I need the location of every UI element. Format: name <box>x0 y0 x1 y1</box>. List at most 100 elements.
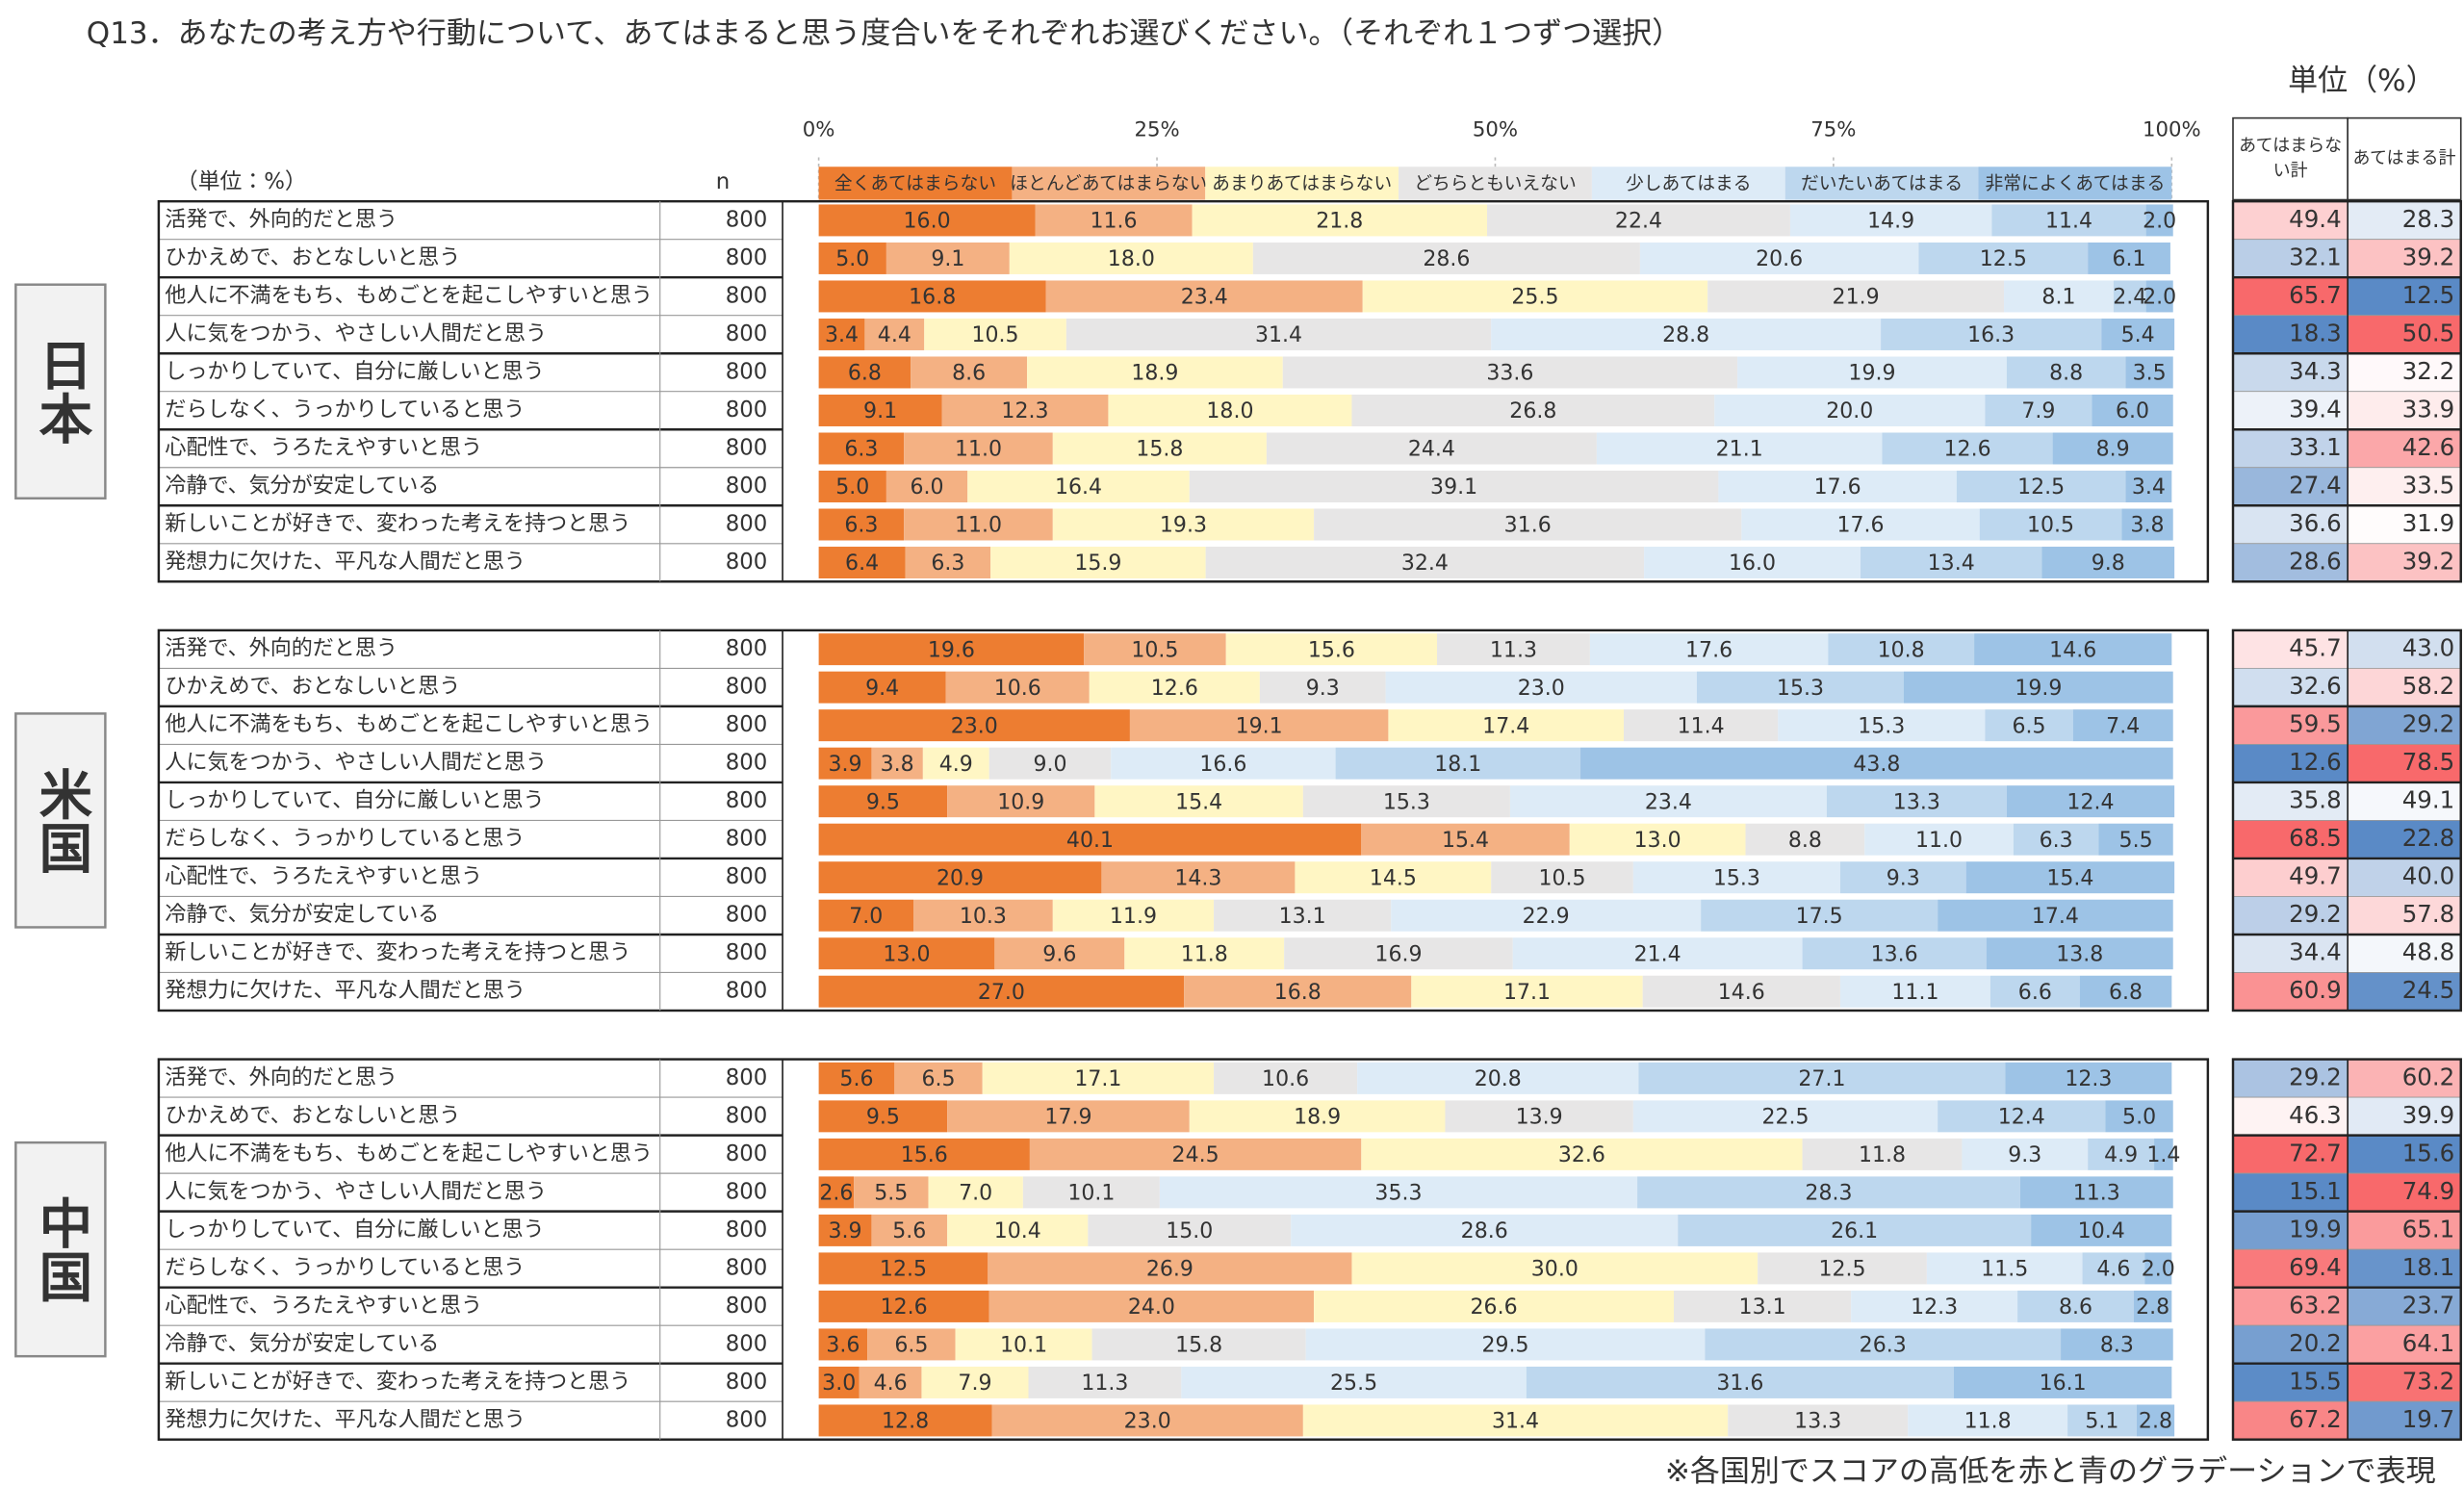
segment-label: 6.6 <box>2018 981 2052 1005</box>
bar-segment <box>1638 1062 2006 1094</box>
summary-cell <box>2347 934 2462 973</box>
segment-label: 11.8 <box>1859 1143 1906 1167</box>
summary-value: 48.8 <box>2402 938 2454 966</box>
summary-value: 39.2 <box>2402 548 2454 576</box>
bar-segment <box>921 1366 1029 1398</box>
bar-segment <box>1295 861 1492 894</box>
segment-label: 15.3 <box>1383 790 1430 814</box>
segment-label: 6.1 <box>2113 247 2146 271</box>
bar-segment <box>1512 937 1803 970</box>
summary-cell <box>2232 1059 2348 1098</box>
bar-segment <box>1305 1328 1706 1361</box>
x-tick-label: 25% <box>1134 118 1179 142</box>
bar-segment <box>988 1252 1352 1285</box>
n-value: 800 <box>726 1179 768 1204</box>
segment-label: 31.6 <box>1716 1371 1763 1396</box>
n-value: 800 <box>726 675 768 700</box>
bar-segment <box>1022 1176 1160 1209</box>
segment-label: 2.8 <box>2139 1410 2172 1434</box>
bar-segment <box>2144 1252 2172 1285</box>
bar-segment <box>2005 1062 2172 1094</box>
group-label-box <box>14 283 107 500</box>
bar-segment <box>886 242 1010 274</box>
segment-label: 15.4 <box>2046 866 2093 890</box>
summary-value: 19.7 <box>2402 1405 2454 1433</box>
summary-value: 23.7 <box>2402 1291 2454 1319</box>
summary-value: 15.6 <box>2402 1139 2454 1166</box>
summary-value: 32.6 <box>2289 672 2341 700</box>
legend-label: 非常によくあてはまる <box>1985 173 2165 194</box>
segment-label: 27.0 <box>978 981 1025 1005</box>
segment-label: 12.5 <box>880 1258 927 1282</box>
summary-cell <box>2347 200 2462 241</box>
bar-segment <box>1065 318 1492 350</box>
segment-label: 15.9 <box>1074 551 1121 576</box>
bar-segment <box>894 1062 983 1094</box>
summary-value: 15.1 <box>2289 1177 2341 1205</box>
summary-value: 50.5 <box>2402 319 2454 346</box>
segment-label: 16.0 <box>904 210 951 234</box>
bar-segment <box>818 1214 872 1246</box>
bar-segment <box>1745 823 1865 856</box>
bar-segment <box>2113 280 2146 313</box>
segment-label: 26.3 <box>1860 1334 1907 1358</box>
bar-segment <box>1491 318 1882 350</box>
segment-label: 10.6 <box>994 677 1041 701</box>
segment-label: 2.0 <box>2142 1258 2175 1282</box>
segment-label: 28.6 <box>1423 247 1470 271</box>
segment-label: 22.5 <box>1761 1106 1809 1130</box>
segment-label: 3.9 <box>829 753 862 777</box>
category-label: 心配性で、うろたえやすいと思う <box>165 865 482 889</box>
bar-segment <box>1938 899 2173 932</box>
bar-segment <box>818 823 1362 856</box>
category-label: しっかりしていて、自分に厳しいと思う <box>165 1217 544 1242</box>
segment-label: 23.4 <box>1181 286 1228 310</box>
segment-label: 13.6 <box>1871 942 1918 966</box>
legend-swatch <box>1012 167 1206 200</box>
summary-cell <box>2347 352 2462 393</box>
summary-header-text: あてはまる計 <box>2352 147 2456 168</box>
summary-value: 15.5 <box>2289 1367 2341 1395</box>
x-tick-label: 0% <box>803 118 835 142</box>
segment-label: 9.6 <box>1042 942 1076 966</box>
segment-label: 14.6 <box>1718 981 1765 1005</box>
summary-value: 49.4 <box>2289 205 2341 233</box>
legend-label: ほとんどあてはまらない <box>1010 173 1207 194</box>
n-value: 800 <box>726 636 768 661</box>
bar-segment <box>1637 1176 2020 1209</box>
segment-label: 5.0 <box>835 247 869 271</box>
bar-segment <box>1861 547 2042 579</box>
legend-label: 少しあてはまる <box>1626 173 1752 194</box>
bar-segment <box>1701 899 1938 932</box>
bar-segment <box>1302 1404 1729 1437</box>
summary-value: 73.2 <box>2402 1367 2454 1395</box>
segment-label: 8.6 <box>952 362 986 386</box>
bar-segment <box>1052 432 1267 465</box>
bar-segment <box>1124 937 1285 970</box>
segment-label: 14.5 <box>1370 866 1417 890</box>
segment-label: 16.6 <box>1199 753 1246 777</box>
n-value: 800 <box>726 903 768 928</box>
segment-label: 19.3 <box>1160 514 1207 538</box>
table-border <box>157 628 2210 1012</box>
segment-label: 8.6 <box>2059 1295 2092 1320</box>
segment-label: 15.4 <box>1175 790 1222 814</box>
segment-label: 4.4 <box>878 323 911 347</box>
category-label: ひかえめで、おとなしいと思う <box>165 1104 460 1128</box>
bar-segment <box>818 1404 992 1437</box>
bar-segment <box>818 356 911 389</box>
bar-segment <box>1714 394 1986 426</box>
bar-segment <box>967 471 1190 502</box>
n-value: 800 <box>726 359 768 384</box>
segment-label: 8.3 <box>2100 1334 2134 1358</box>
summary-value: 46.3 <box>2289 1101 2341 1129</box>
segment-label: 12.5 <box>2017 475 2065 500</box>
category-label: 冷静で、気分が安定している <box>165 1332 439 1356</box>
segment-label: 30.0 <box>1531 1258 1578 1282</box>
segment-label: 8.9 <box>2096 438 2130 462</box>
segment-label: 10.5 <box>972 323 1019 347</box>
n-value: 800 <box>726 864 768 889</box>
summary-value: 12.6 <box>2289 748 2341 776</box>
segment-label: 24.5 <box>1172 1143 1219 1167</box>
